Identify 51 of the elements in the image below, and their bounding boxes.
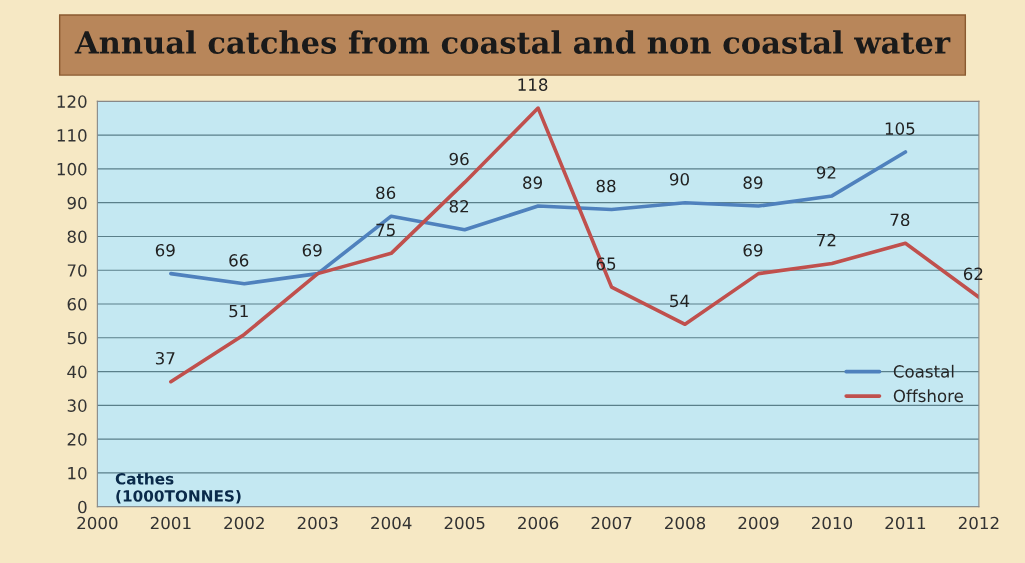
x-tick-label: 2010 bbox=[811, 516, 853, 530]
y-tick-label: 40 bbox=[67, 365, 87, 379]
data-label: 37 bbox=[155, 351, 175, 365]
data-label: 82 bbox=[449, 199, 469, 213]
chart-title: Annual catches from coastal and non coastal water bbox=[74, 30, 951, 54]
data-label: 69 bbox=[743, 243, 763, 257]
x-tick-label: 2007 bbox=[591, 516, 632, 530]
x-tick-label: 2001 bbox=[150, 516, 191, 530]
x-tick-label: 2004 bbox=[371, 516, 412, 530]
x-tick-label: 2006 bbox=[518, 516, 559, 530]
legend-label: Coastal bbox=[893, 364, 954, 378]
data-label: 89 bbox=[523, 176, 542, 189]
y-tick-label: 110 bbox=[57, 129, 87, 142]
y-tick-label: 0 bbox=[78, 500, 87, 514]
data-label: 90 bbox=[669, 172, 689, 186]
x-tick-label: 2000 bbox=[77, 516, 118, 530]
y-tick-label: 100 bbox=[57, 162, 87, 176]
data-label: 69 bbox=[155, 243, 175, 257]
y-tick-label: 20 bbox=[67, 433, 87, 446]
data-label: 75 bbox=[376, 223, 395, 237]
data-label: 105 bbox=[885, 122, 915, 135]
data-label: 72 bbox=[817, 233, 836, 247]
data-label: 89 bbox=[743, 176, 763, 189]
y-tick-label: 60 bbox=[67, 297, 87, 311]
y-tick-label: 10 bbox=[68, 466, 87, 480]
y-tick-label: 70 bbox=[67, 264, 87, 277]
y-tick-label: 50 bbox=[67, 331, 87, 345]
data-label: 62 bbox=[963, 267, 983, 281]
data-label: 118 bbox=[518, 78, 548, 91]
x-tick-label: 2002 bbox=[224, 516, 264, 530]
data-label: 92 bbox=[816, 166, 836, 179]
data-label: 66 bbox=[229, 254, 249, 267]
data-label: 69 bbox=[302, 243, 322, 257]
data-label: 54 bbox=[670, 294, 690, 308]
data-label: 51 bbox=[229, 304, 248, 318]
x-tick-label: 2012 bbox=[958, 516, 999, 530]
x-tick-label: 2005 bbox=[444, 516, 485, 530]
x-tick-label: 2008 bbox=[665, 516, 706, 530]
y-tick-label: 80 bbox=[67, 230, 87, 244]
data-label: 88 bbox=[596, 179, 616, 193]
data-label: 96 bbox=[449, 152, 469, 166]
annotation: Cathes (1000TONNES) bbox=[115, 472, 241, 504]
y-tick-label: 30 bbox=[67, 399, 87, 412]
x-tick-label: 2003 bbox=[297, 516, 338, 530]
y-tick-label: 120 bbox=[57, 95, 87, 108]
data-label: 78 bbox=[890, 213, 910, 227]
x-tick-label: 2011 bbox=[885, 516, 926, 530]
y-tick-label: 90 bbox=[67, 196, 87, 210]
legend-label: Offshore bbox=[893, 389, 963, 403]
data-label: 86 bbox=[376, 186, 396, 200]
x-tick-label: 2009 bbox=[738, 516, 779, 530]
